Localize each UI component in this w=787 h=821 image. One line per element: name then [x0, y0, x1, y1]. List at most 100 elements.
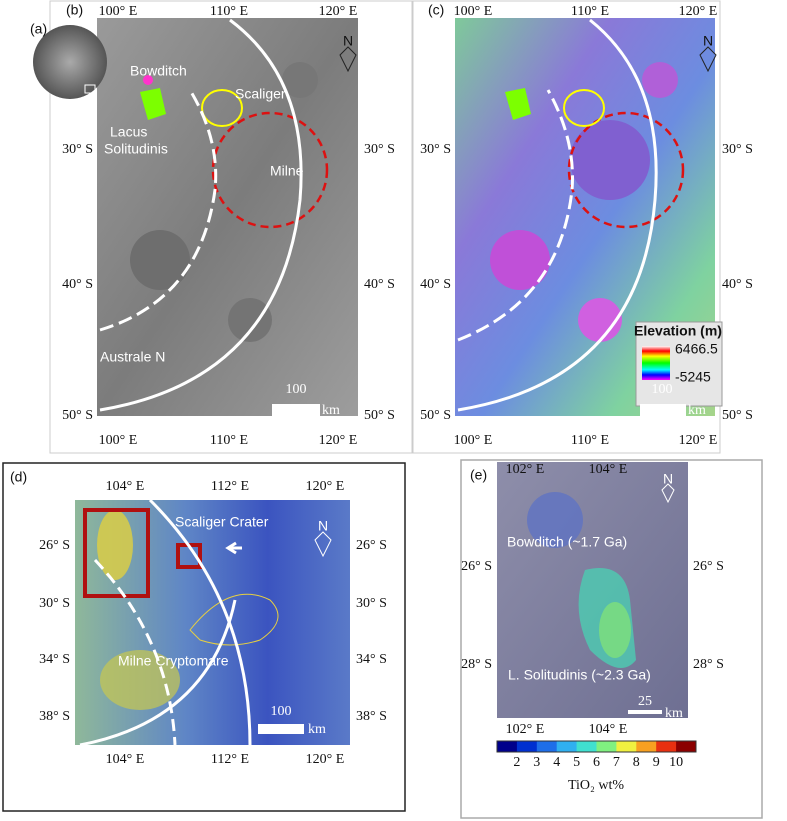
colorbar-frame — [496, 740, 697, 753]
lat-tick-label: 26° S — [356, 538, 387, 553]
lon-tick-label: 112° E — [211, 479, 249, 494]
annotation: L. Solitudinis (~2.3 Ga) — [508, 667, 651, 683]
lon-tick-label: 104° E — [589, 722, 628, 737]
lon-tick-label: 110° E — [571, 4, 609, 19]
lon-tick-label: 100° E — [454, 433, 493, 448]
lon-tick-label: 100° E — [99, 4, 138, 19]
colorbar-tick-label: 9 — [653, 755, 660, 770]
lon-tick-label: 112° E — [211, 752, 249, 767]
lat-tick-label: 28° S — [461, 657, 492, 672]
annotation: Milne Cryptomare — [118, 653, 229, 669]
lat-tick-label: 30° S — [356, 596, 387, 611]
legend-min: -5245 — [675, 369, 711, 385]
scale-bar — [272, 404, 320, 416]
lon-tick-label: 104° E — [589, 462, 628, 477]
moon-inset — [33, 25, 107, 99]
colorbar-tick-label: 8 — [633, 755, 640, 770]
colorbar-tick-label: 6 — [593, 755, 600, 770]
panel-frame — [2, 462, 406, 812]
lon-tick-label: 120° E — [306, 752, 345, 767]
scale-unit: km — [308, 722, 326, 737]
lat-tick-label: 26° S — [693, 559, 724, 574]
north-label: N — [318, 518, 328, 534]
colorbar-tick-label: 3 — [533, 755, 540, 770]
colorbar: 2 3 4 5 6 7 8 9 10 — [496, 740, 697, 770]
lat-tick-label: 34° S — [356, 652, 387, 667]
lat-tick-label: 40° S — [62, 277, 93, 292]
scale-label: 25 — [638, 694, 652, 709]
north-label: N — [663, 471, 673, 487]
annotation: Australe N — [100, 349, 165, 365]
lat-tick-label: 40° S — [364, 277, 395, 292]
north-label: N — [703, 33, 713, 49]
lat-tick-label: 30° S — [364, 142, 395, 157]
lat-tick-label: 30° S — [39, 596, 70, 611]
scale-unit: km — [688, 403, 706, 418]
map-features — [99, 18, 329, 412]
panel-label: (c) — [428, 2, 444, 18]
lat-tick-label: 50° S — [722, 408, 753, 423]
annotation: Bowditch (~1.7 Ga) — [507, 534, 627, 550]
panel-label: (d) — [10, 469, 27, 485]
north-arrow — [699, 46, 717, 73]
colorbar-segment — [676, 741, 697, 752]
scale-bar — [258, 724, 304, 734]
lon-tick-label: 110° E — [571, 433, 609, 448]
scale-bar — [640, 404, 686, 416]
lat-tick-label: 50° S — [420, 408, 451, 423]
legend-title: Elevation (m) — [634, 323, 722, 339]
colorbar-label: TiO₂ wt% — [568, 778, 624, 793]
lon-tick-label: 102° E — [506, 722, 545, 737]
map-features — [79, 498, 279, 747]
colorbar-segment — [576, 741, 597, 752]
lat-tick-label: 26° S — [461, 559, 492, 574]
lat-tick-label: 34° S — [39, 652, 70, 667]
lat-tick-label: 40° S — [420, 277, 451, 292]
lat-tick-label: 30° S — [420, 142, 451, 157]
map-features — [527, 492, 636, 668]
scale-label: 100 — [652, 382, 673, 397]
annotation: Milne — [270, 163, 304, 179]
colorbar-segment — [596, 741, 617, 752]
panel-frame — [412, 0, 721, 454]
north-arrow — [661, 483, 675, 504]
scale-label: 100 — [286, 382, 307, 397]
colorbar-tick-label: 5 — [573, 755, 580, 770]
lat-tick-label: 28° S — [693, 657, 724, 672]
colorbar-segment — [656, 741, 677, 752]
panel-label: (b) — [66, 2, 83, 18]
colorbar-segment — [556, 741, 578, 752]
lat-tick-label: 50° S — [364, 408, 395, 423]
lat-tick-label: 38° S — [39, 709, 70, 724]
panel-frame — [460, 459, 763, 819]
lon-tick-label: 110° E — [210, 4, 248, 19]
lon-tick-label: 120° E — [306, 479, 345, 494]
colorbar-tick-label: 7 — [613, 755, 620, 770]
colorbar-segment — [536, 741, 558, 752]
lat-tick-label: 38° S — [356, 709, 387, 724]
lon-tick-label: 104° E — [106, 479, 145, 494]
north-label: N — [343, 33, 353, 49]
panel-label: (a) — [30, 21, 47, 37]
colorbar-tick-label: 4 — [553, 755, 560, 770]
lon-tick-label: 120° E — [679, 4, 718, 19]
lon-tick-label: 120° E — [319, 4, 358, 19]
north-arrow — [339, 46, 357, 73]
lat-tick-label: 30° S — [722, 142, 753, 157]
lat-tick-label: 30° S — [62, 142, 93, 157]
lat-tick-label: 40° S — [722, 277, 753, 292]
map-features — [457, 18, 685, 412]
annotation: Bowditch — [130, 63, 187, 79]
scale-bar — [628, 710, 662, 714]
panel-frame — [49, 0, 413, 454]
lon-tick-label: 102° E — [506, 462, 545, 477]
colorbar-tick-label: 10 — [669, 755, 683, 770]
lon-tick-label: 120° E — [319, 433, 358, 448]
colorbar-segment — [516, 741, 538, 752]
panel-label: (e) — [470, 467, 487, 483]
annotation: Solitudinis — [104, 141, 168, 157]
legend-max: 6466.5 — [675, 341, 718, 357]
scale-unit: km — [665, 706, 683, 721]
legend-ramp — [642, 346, 670, 380]
